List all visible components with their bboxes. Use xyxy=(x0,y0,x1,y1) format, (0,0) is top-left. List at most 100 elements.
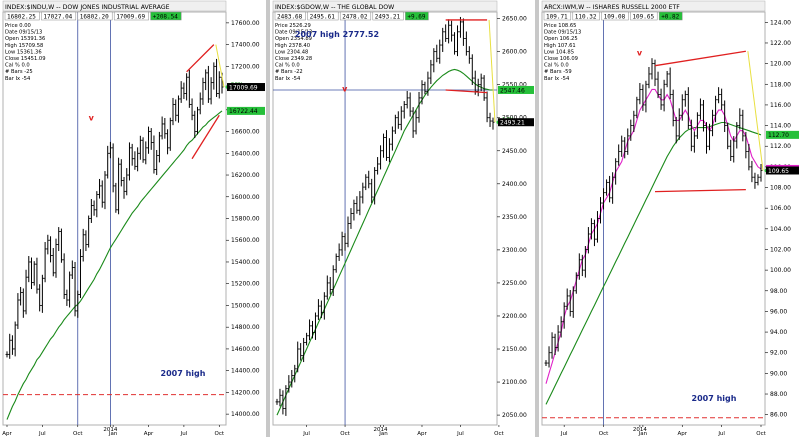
y-tick-label: 15600.00 xyxy=(231,237,260,244)
y-tick-label: 2100.00 xyxy=(502,379,527,386)
y-tick-label: 14400.00 xyxy=(231,368,260,375)
y-tick-label: 120.00 xyxy=(770,61,791,68)
last-price-label-box xyxy=(227,83,265,92)
info-line: # Bars -59 xyxy=(544,69,572,75)
x-tick-label: Oct xyxy=(494,431,504,437)
y-tick-label: 112.00 xyxy=(770,143,791,150)
plot-area-frame xyxy=(2,11,227,426)
y-tick-label: 15400.00 xyxy=(231,259,260,266)
info-line: Open 15391.36 xyxy=(5,36,45,42)
moving-average-line xyxy=(545,121,762,405)
quote-value: 109.65 xyxy=(632,14,654,21)
info-line: Close 2349.28 xyxy=(275,56,312,62)
trend-channel-line xyxy=(191,114,220,160)
y-tick-label: 17400.00 xyxy=(231,42,260,49)
last-price-label-box xyxy=(766,166,799,175)
trend-channel-line xyxy=(445,89,488,94)
y-tick-label: 90.00 xyxy=(770,370,787,377)
info-line: Cal % 0.0 xyxy=(544,63,569,69)
y-tick-label: 2250.00 xyxy=(502,280,527,287)
x-tick-label: Jul xyxy=(302,431,310,437)
y-tick-label: 102.00 xyxy=(770,246,791,253)
x-tick-label: Jul xyxy=(456,431,464,437)
y-tick-label: 15800.00 xyxy=(231,216,260,223)
quote-value: +9.69 xyxy=(407,14,425,21)
y-tick-label: 2400.00 xyxy=(502,181,527,188)
chart-svg: INDEX:$GDOW,W -- THE GLOBAL DOW 2483.68 24… xyxy=(272,0,534,437)
quote-box xyxy=(307,11,339,21)
quote-value: 16802.20 xyxy=(80,14,109,21)
quote-box xyxy=(4,11,40,21)
info-line: # Bars -25 xyxy=(5,69,33,75)
info-line: High 107.61 xyxy=(544,43,576,49)
moving-average-label-box xyxy=(498,85,534,94)
chart-title: ARCX:IWM,W -- ISHARES RUSSELL 2000 ETF xyxy=(544,4,680,11)
info-line: Bar Ix -54 xyxy=(5,76,31,82)
y-tick-label: 88.00 xyxy=(770,391,787,398)
y-tick-label: 92.00 xyxy=(770,350,787,357)
y-tick-label: 16200.00 xyxy=(231,172,260,179)
info-line: Date 09/15/13 xyxy=(544,30,581,36)
title-bar xyxy=(2,0,227,12)
y-tick-label: 106.00 xyxy=(770,205,791,212)
moving-average-label: 2547.46 xyxy=(500,87,525,94)
y-tick-label: 2350.00 xyxy=(502,214,527,221)
info-line: Bar Ix -54 xyxy=(275,76,301,82)
quote-box xyxy=(150,11,182,21)
y-tick-label: 104.00 xyxy=(770,226,791,233)
quote-value: +0.82 xyxy=(661,14,679,21)
x-tick-label: Oct xyxy=(340,431,350,437)
info-line: Close 15451.09 xyxy=(5,56,46,62)
quote-value: 110.32 xyxy=(575,14,597,21)
info-line: Open 2354.89 xyxy=(275,36,312,42)
y-tick-label: 2650.00 xyxy=(502,16,527,23)
trend-channel-line xyxy=(186,44,215,73)
quote-value: 2495.61 xyxy=(310,14,336,21)
y-tick-label: 124.00 xyxy=(770,19,791,26)
quote-value: 17009.69 xyxy=(116,14,145,21)
quote-value: 109.08 xyxy=(604,14,626,21)
y-tick-label: 16600.00 xyxy=(231,129,260,136)
info-line: Cal % 0.0 xyxy=(275,63,300,69)
last-price-label-box xyxy=(498,118,534,127)
plot-area-frame xyxy=(541,11,766,426)
y-tick-label: 16400.00 xyxy=(231,150,260,157)
moving-average-line xyxy=(6,110,223,420)
x-tick-label: Apr xyxy=(678,431,688,437)
quote-value: 17027.04 xyxy=(43,14,72,21)
x-tick-label: Oct xyxy=(215,431,225,437)
chart-svg: ARCX:IWM,W -- ISHARES RUSSELL 2000 ETF 10… xyxy=(541,0,799,437)
info-line: Open 106.25 xyxy=(544,36,578,42)
x-tick-label: Oct xyxy=(73,431,83,437)
x-tick-label: Apr xyxy=(417,431,427,437)
x-tick-label: Jan xyxy=(638,431,648,437)
pane-divider xyxy=(266,0,270,437)
moving-average-label: 112.70 xyxy=(768,132,789,139)
title-bar xyxy=(272,0,498,12)
info-line: Cal % 0.0 xyxy=(5,63,30,69)
annotation-v: v xyxy=(637,48,643,57)
moving-average-label: 16722.44 xyxy=(229,108,258,115)
quote-box xyxy=(630,11,658,21)
quote-box xyxy=(372,11,404,21)
quote-box xyxy=(274,11,306,21)
x-tick-label: Apr xyxy=(2,431,12,437)
x-tick-label: Jan xyxy=(378,431,388,437)
moving-average-label-box xyxy=(227,106,265,115)
info-line: Low 2304.48 xyxy=(275,49,308,55)
projection-line xyxy=(747,51,764,171)
y-tick-label: 17200.00 xyxy=(231,63,260,70)
y-tick-label: 16000.00 xyxy=(231,194,260,201)
x-tick-label: Jul xyxy=(717,431,725,437)
quote-value: 2493.21 xyxy=(375,14,401,21)
trend-channel-line xyxy=(654,188,746,193)
info-line: # Bars -22 xyxy=(275,69,303,75)
last-price-label: 109.65 xyxy=(768,168,789,175)
y-tick-label: 17600.00 xyxy=(231,20,260,27)
y-tick-label: 94.00 xyxy=(770,329,787,336)
info-line: Date 09/15/13 xyxy=(275,30,312,36)
y-tick-label: 15200.00 xyxy=(231,281,260,288)
y-tick-label: 122.00 xyxy=(770,40,791,47)
y-tick-label: 2300.00 xyxy=(502,247,527,254)
y-tick-label: 14600.00 xyxy=(231,346,260,353)
